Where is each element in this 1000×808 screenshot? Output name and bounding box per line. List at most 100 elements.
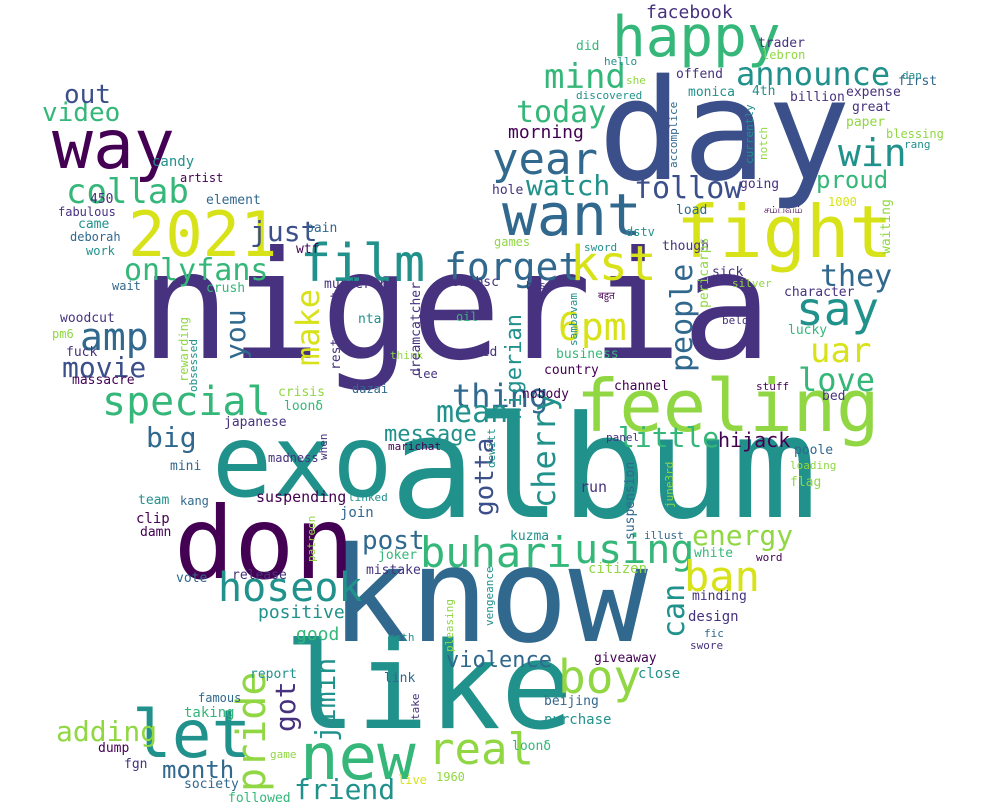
word-hole: hole <box>492 183 524 198</box>
word-trader: trader <box>758 36 805 51</box>
word-like: like <box>284 618 573 757</box>
word-make: make <box>289 288 327 366</box>
word-artist: artist <box>180 171 224 185</box>
word-fgn: fgn <box>124 757 148 772</box>
word-nigerian: nigerian <box>502 314 527 420</box>
word-facebook: facebook <box>646 2 733 23</box>
word-using: using <box>574 527 695 573</box>
word-win: win <box>838 131 907 175</box>
word-load: load <box>676 203 708 218</box>
word-crisis: crisis <box>278 385 325 400</box>
word-say: say <box>796 282 880 336</box>
word-notch: notch <box>757 126 770 160</box>
word-vote: vote <box>176 571 208 586</box>
word-dreamcatcher: dreamcatcher <box>409 282 424 376</box>
word-dump: dump <box>98 741 130 756</box>
word-suspension: suspension <box>623 461 638 540</box>
word-real: real <box>428 724 534 775</box>
word-shibsc: shibsc <box>452 275 499 290</box>
word-cherry: cherry <box>525 392 563 508</box>
word-adding: adding <box>56 715 158 748</box>
word-today: today <box>516 95 607 130</box>
word-ban: ban <box>684 552 760 601</box>
word-joker: joker <box>378 548 418 563</box>
word-live: live <box>398 773 427 787</box>
word-poole: poole <box>794 443 834 458</box>
word-movie: movie <box>62 351 147 384</box>
word-candy: candy <box>152 154 195 170</box>
word-june3rd: june3rd <box>663 461 676 508</box>
word-uar: uar <box>810 331 872 371</box>
word-collab: collab <box>66 172 189 212</box>
word-big: big <box>146 421 197 454</box>
word-nigeria: nigeria <box>140 220 773 394</box>
word-waiting: waiting <box>879 199 894 254</box>
word-murderer: murderer <box>324 277 387 292</box>
word-society: society <box>184 777 239 792</box>
word-hello: hello <box>604 55 638 68</box>
word-take: take <box>409 693 422 721</box>
word-dstv: dstv <box>626 225 655 239</box>
word-japanese: japanese <box>224 415 287 430</box>
word-oil: oil <box>456 310 478 324</box>
word-morning: morning <box>508 122 584 143</box>
word-silver: silver <box>732 277 772 290</box>
word-feeling: feeling <box>576 364 880 448</box>
word-people: people <box>665 263 700 372</box>
word-positive: positive <box>258 602 345 623</box>
word-obsessed: obsessed <box>187 339 200 392</box>
word-out: out <box>64 80 111 110</box>
word-team: team <box>138 493 170 508</box>
word-loond3: loonδ <box>512 739 552 754</box>
word-word: word <box>756 551 783 564</box>
word-restaurant: restaurant <box>329 291 344 370</box>
word-dan: dan <box>902 69 922 82</box>
word-proud: proud <box>816 166 889 194</box>
word-pain: pain <box>306 221 338 236</box>
word-year: year <box>492 134 598 185</box>
word-got: got <box>269 681 302 732</box>
word-album: album <box>390 386 818 551</box>
word-want: want <box>502 181 642 249</box>
word-need: need <box>466 345 498 360</box>
word-massacre: massacre <box>72 373 135 388</box>
word-don: don <box>174 485 355 602</box>
word-good: good <box>296 624 340 645</box>
word-patreon: patreon <box>305 515 318 562</box>
word-6pm: 6pm <box>558 305 627 349</box>
word-message: message <box>384 422 477 447</box>
word-violence: violence <box>446 648 552 673</box>
word-report: report <box>250 667 297 682</box>
word-new: new <box>300 721 416 795</box>
word-fic: fic <box>704 627 724 640</box>
word-panel: panel <box>606 431 640 444</box>
word-can: can <box>657 583 692 638</box>
word-lee: lee <box>416 367 438 381</box>
word-expense: expense <box>846 85 901 100</box>
word-onlyfans: onlyfans <box>124 253 269 288</box>
word-you: you <box>219 309 252 360</box>
word-when: when <box>317 433 330 461</box>
word-element: element <box>206 193 261 208</box>
word-lebron: lebron <box>762 48 806 62</box>
word-linked: linked <box>348 491 388 504</box>
word-mean: mean <box>436 395 509 430</box>
word-offend: offend <box>676 67 723 82</box>
word-character: character <box>784 285 855 300</box>
word-just: just <box>250 215 318 248</box>
word-came: came <box>78 217 110 232</box>
word-special: special <box>102 379 271 425</box>
word-jimin: jimin <box>309 657 342 742</box>
word-fight: fight <box>676 190 893 274</box>
word-pleasing: pleasing <box>443 599 456 652</box>
word-going: going <box>740 177 780 192</box>
word-sick: sick <box>712 265 744 280</box>
word-happy: happy <box>612 5 781 70</box>
word-discovered: discovered <box>576 89 643 102</box>
word-love: love <box>798 361 876 399</box>
word-madness: madness <box>268 451 319 465</box>
word-currently: currently <box>743 104 756 164</box>
word-pericarps: pericarps <box>697 237 712 308</box>
word-crush: crush <box>206 281 246 296</box>
